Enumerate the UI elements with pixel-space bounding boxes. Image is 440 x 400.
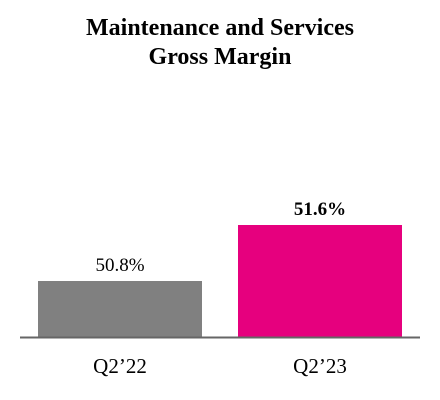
chart-title: Maintenance and Services Gross Margin [0, 14, 440, 72]
category-label-1: Q2’22 [93, 354, 147, 378]
category-label-2: Q2’23 [293, 354, 347, 378]
bar-1 [38, 281, 202, 337]
chart-title-line-1: Maintenance and Services [86, 15, 354, 41]
value-label-2: 51.6% [294, 199, 346, 220]
value-label-1: 50.8% [95, 255, 144, 276]
bar-2 [238, 225, 402, 337]
chart-title-line-2: Gross Margin [148, 44, 292, 70]
